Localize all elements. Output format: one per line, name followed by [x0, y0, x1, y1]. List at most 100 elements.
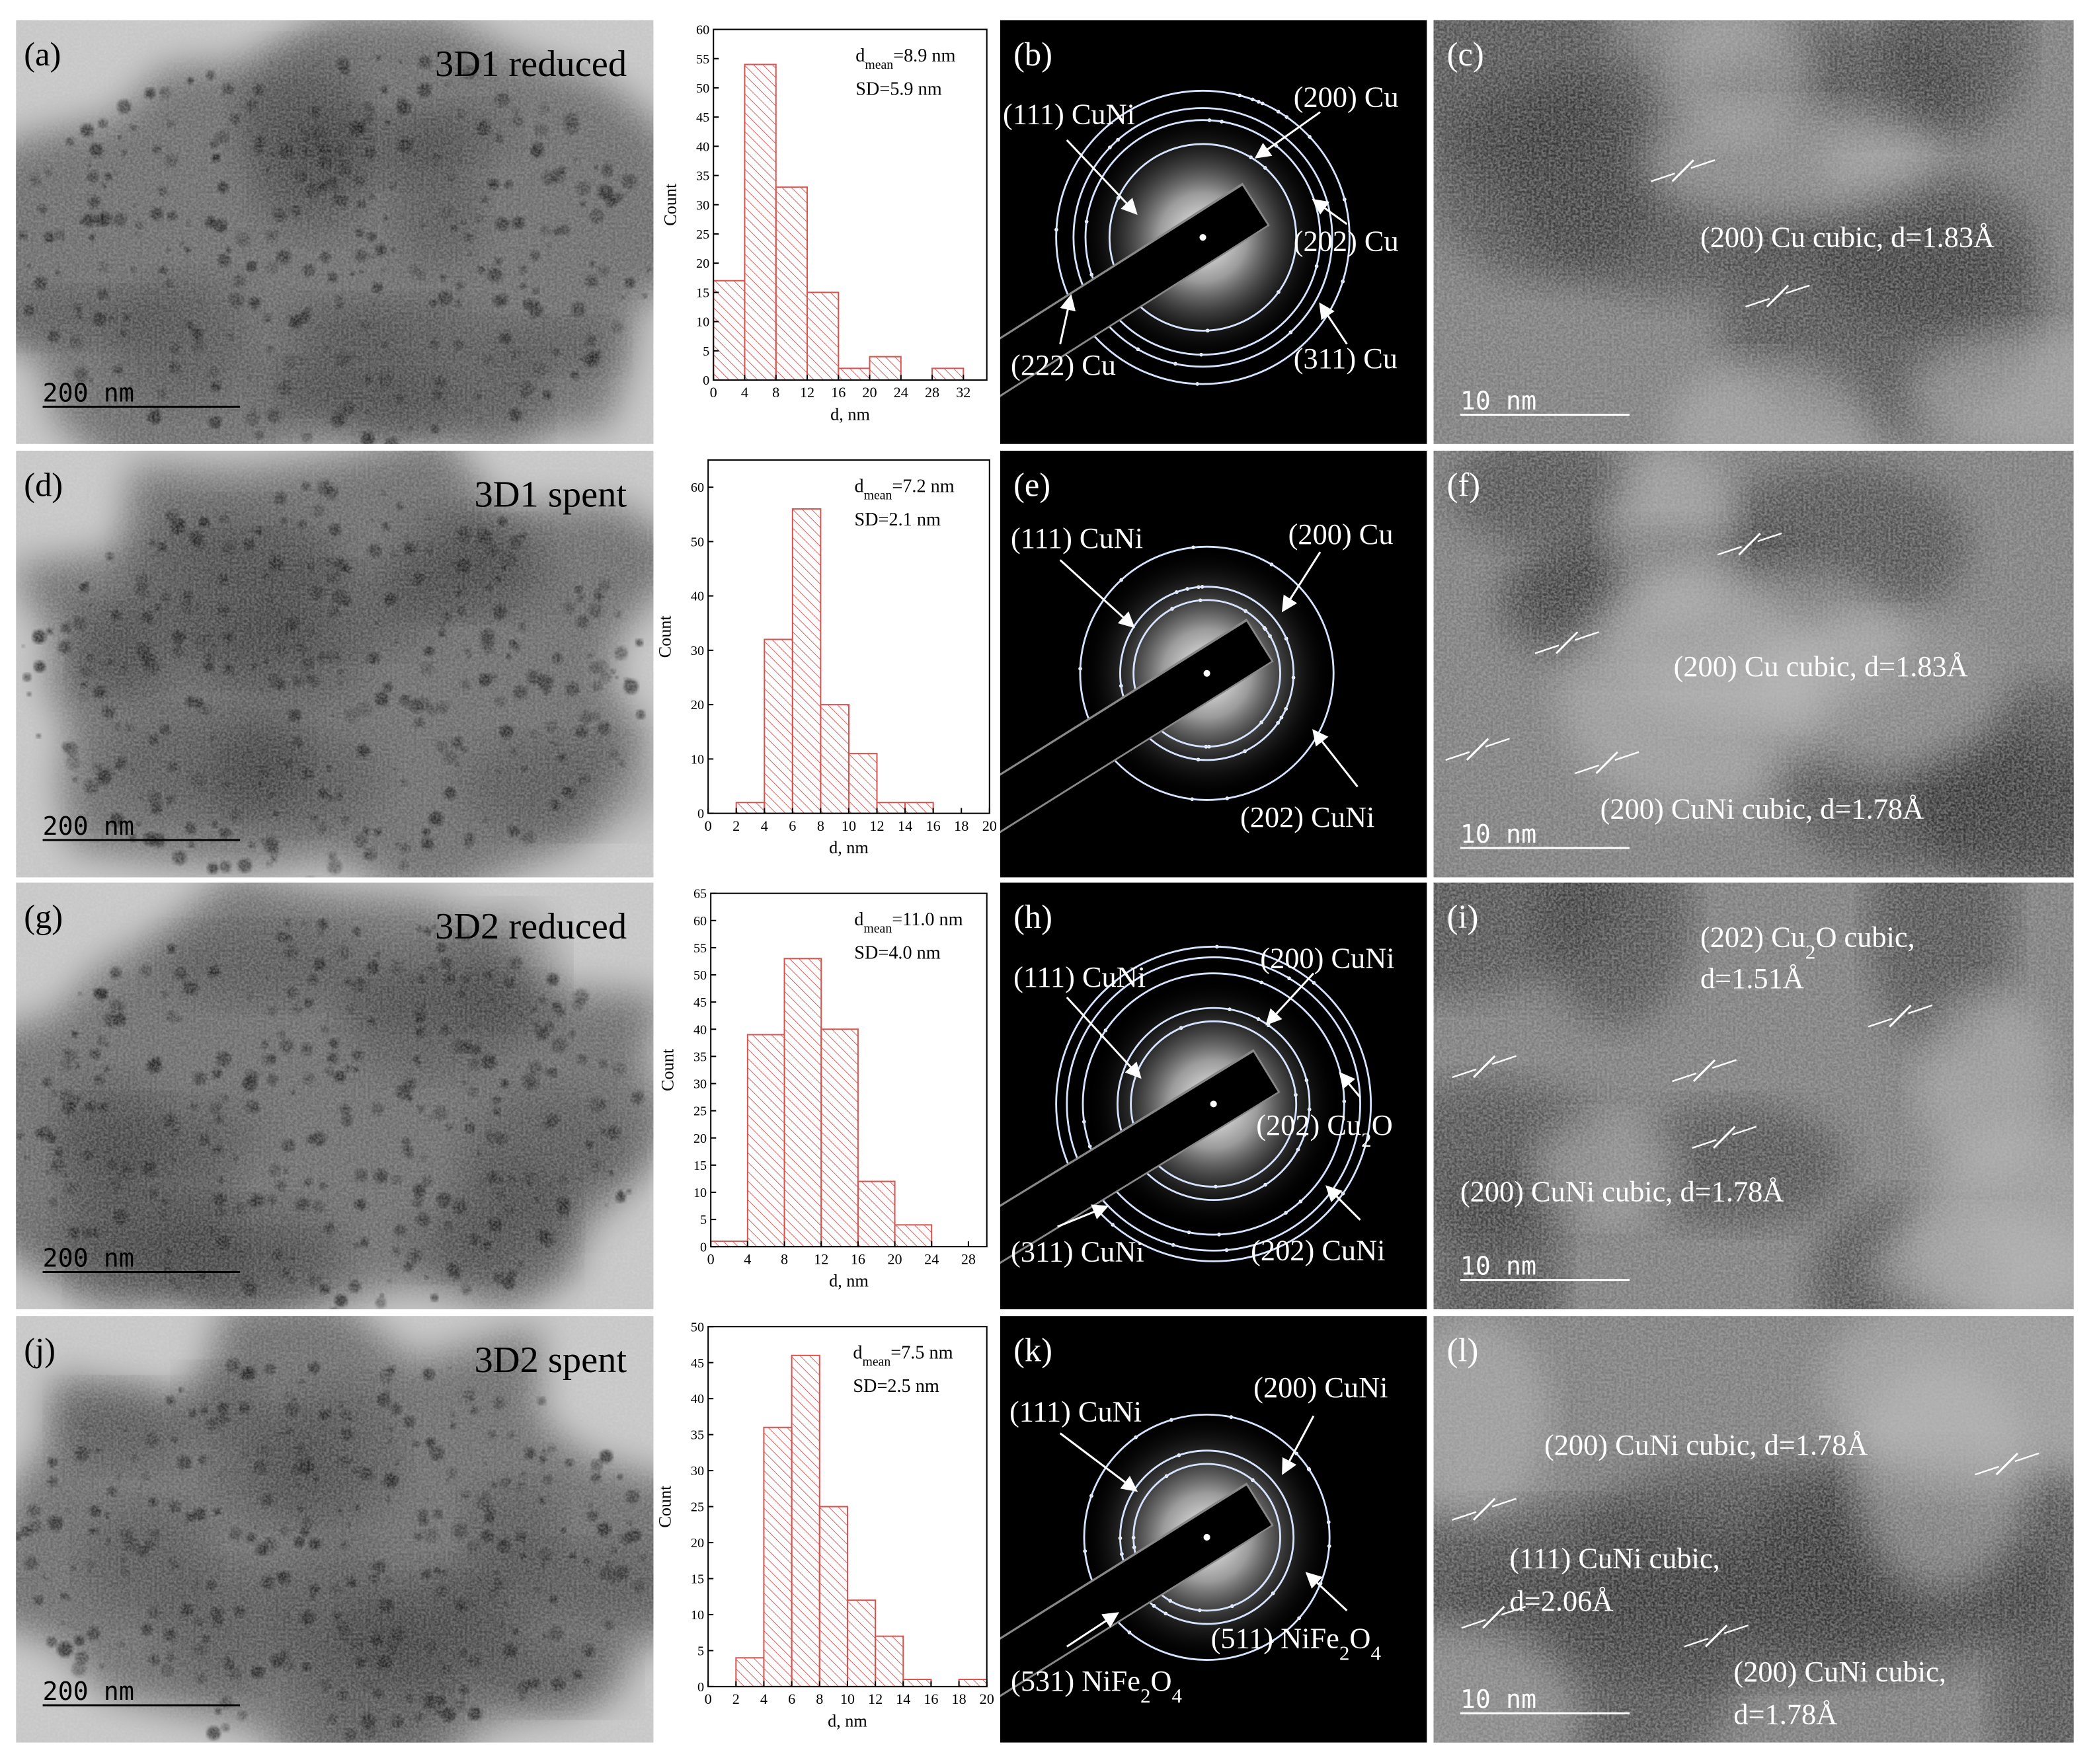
pointer-arrow: [1265, 972, 1315, 1026]
fringe-arrow: [1723, 1624, 1749, 1634]
ring-label-part: 2: [1361, 1128, 1372, 1151]
ring: [1055, 89, 1351, 385]
fringe-arrow: [1534, 644, 1559, 654]
x-tick-label: 20: [887, 1250, 902, 1267]
y-tick-label: 60: [693, 914, 707, 929]
x-tick-label: 24: [894, 384, 908, 401]
pointer-arrow: [1312, 198, 1348, 225]
y-tick-label: 10: [691, 752, 704, 767]
x-tick-label: 16: [831, 384, 846, 401]
beam-stop: [1000, 1485, 1271, 1695]
x-tick-label: 12: [814, 1250, 828, 1267]
panel-label: (i): [1447, 898, 1479, 935]
pointer-arrow: [1059, 1432, 1138, 1492]
ring: [1084, 119, 1322, 356]
y-tick-label: 10: [693, 1186, 707, 1200]
panel-label: (l): [1447, 1332, 1479, 1369]
fringe-arrow: [1491, 1055, 1517, 1065]
panel-label: (g): [24, 898, 63, 935]
bar: [857, 1180, 896, 1248]
x-tick-label: 4: [741, 384, 748, 401]
ring-label-part: O: [1150, 1664, 1171, 1697]
ring-label-part: (202) CuNi: [1251, 1233, 1385, 1266]
y-tick-label: 55: [693, 941, 707, 956]
panel-label: (f): [1447, 467, 1480, 504]
annotation-part: (200) CuNi cubic, d=1.78Å: [1544, 1428, 1868, 1461]
annotation-part: d: [853, 1343, 862, 1363]
x-tick-label: 8: [817, 818, 824, 834]
annotation-part: (200) CuNi cubic, d=1.78Å: [1600, 792, 1924, 825]
x-tick-label: 4: [744, 1250, 751, 1267]
y-tick-label: 40: [691, 1392, 704, 1406]
y-tick-label: 65: [693, 887, 707, 901]
y-tick-label: 5: [703, 344, 709, 359]
annotation-part: d=1.78Å: [1733, 1697, 1837, 1730]
ring: [1079, 545, 1335, 801]
y-tick-label: 55: [696, 52, 709, 67]
annotation: (200) CuNi cubic, d=1.78Å: [1460, 1175, 1784, 1208]
y-tick-label: 20: [693, 1131, 707, 1146]
pointer-arrow: [1312, 729, 1359, 788]
x-tick-label: 20: [980, 1691, 994, 1707]
annotation-part: (200) Cu cubic, d=1.83Å: [1700, 220, 1994, 253]
ring: [1066, 956, 1361, 1252]
annotation: (202) Cu2O cubic,: [1700, 920, 1915, 963]
bar: [806, 291, 840, 381]
saed-pattern: [1000, 1316, 1427, 1743]
ring-label: (111) CuNi: [1009, 1395, 1142, 1428]
x-tick-label: 18: [951, 1691, 966, 1707]
annotation-part: (200) CuNi cubic, d=1.78Å: [1460, 1175, 1784, 1208]
ring: [1119, 586, 1295, 761]
y-tick-label: 0: [697, 807, 704, 822]
y-tick-label: 30: [696, 198, 709, 213]
y-tick-label: 25: [693, 1104, 707, 1119]
ring-label-part: (111) CuNi: [1011, 521, 1143, 555]
ring-label: (200) Cu: [1294, 80, 1399, 113]
annotation-part: d=1.51Å: [1700, 962, 1804, 995]
x-tick-label: 20: [982, 818, 997, 834]
y-tick-label: 20: [696, 256, 709, 271]
annotation-part: (111) CuNi cubic,: [1509, 1541, 1719, 1574]
scale-bar-label: 10 nm: [1460, 386, 1536, 416]
x-tick-label: 8: [781, 1250, 788, 1267]
grain: [1433, 882, 2074, 1310]
x-tick-label: 0: [705, 818, 712, 834]
fringe-arrow: [1908, 1004, 1933, 1015]
tem-image: [16, 1316, 654, 1743]
grain: [1433, 20, 2074, 444]
y-tick-label: 0: [700, 1240, 707, 1254]
ring: [1132, 599, 1281, 748]
saed-pattern: [1000, 450, 1427, 878]
x-tick-label: 16: [926, 818, 941, 834]
bar: [869, 356, 902, 381]
bar: [818, 1506, 848, 1687]
bar: [710, 1240, 748, 1248]
x-tick-label: 12: [868, 1691, 883, 1707]
panel-label: (c): [1447, 36, 1484, 73]
fringe-arrow: [1501, 1605, 1526, 1616]
ring: [1119, 1449, 1295, 1625]
annotation: dmean=11.0 nm: [854, 909, 963, 936]
fringe-arrow: [1690, 159, 1716, 169]
ring-label-part: O: [1372, 1108, 1393, 1141]
fringe-arrow: [1717, 546, 1742, 556]
fringe-arrow: [1461, 1619, 1486, 1629]
y-tick-label: 10: [696, 315, 709, 330]
y-tick-label: 20: [691, 1536, 704, 1551]
x-tick-label: 4: [760, 1691, 768, 1707]
ring: [1117, 1007, 1311, 1202]
panel-label: (d): [24, 467, 63, 504]
annotation-part: (200) CuNi cubic,: [1733, 1655, 1946, 1688]
y-tick-label: 45: [691, 1356, 704, 1371]
ring-label-part: (202) CuNi: [1240, 800, 1374, 833]
y-tick-label: 25: [696, 227, 709, 242]
bar: [820, 1028, 859, 1248]
ring-label: (202) Cu: [1294, 224, 1399, 257]
ring-label-part: 4: [1172, 1683, 1183, 1706]
annotation: d=1.78Å: [1733, 1697, 1837, 1730]
x-tick-label: 6: [788, 1691, 795, 1707]
fringe-marker: [1478, 1055, 1496, 1073]
bar: [764, 638, 793, 814]
fringe-arrow: [1491, 1498, 1517, 1508]
annotation-part: =11.0 nm: [892, 909, 963, 930]
